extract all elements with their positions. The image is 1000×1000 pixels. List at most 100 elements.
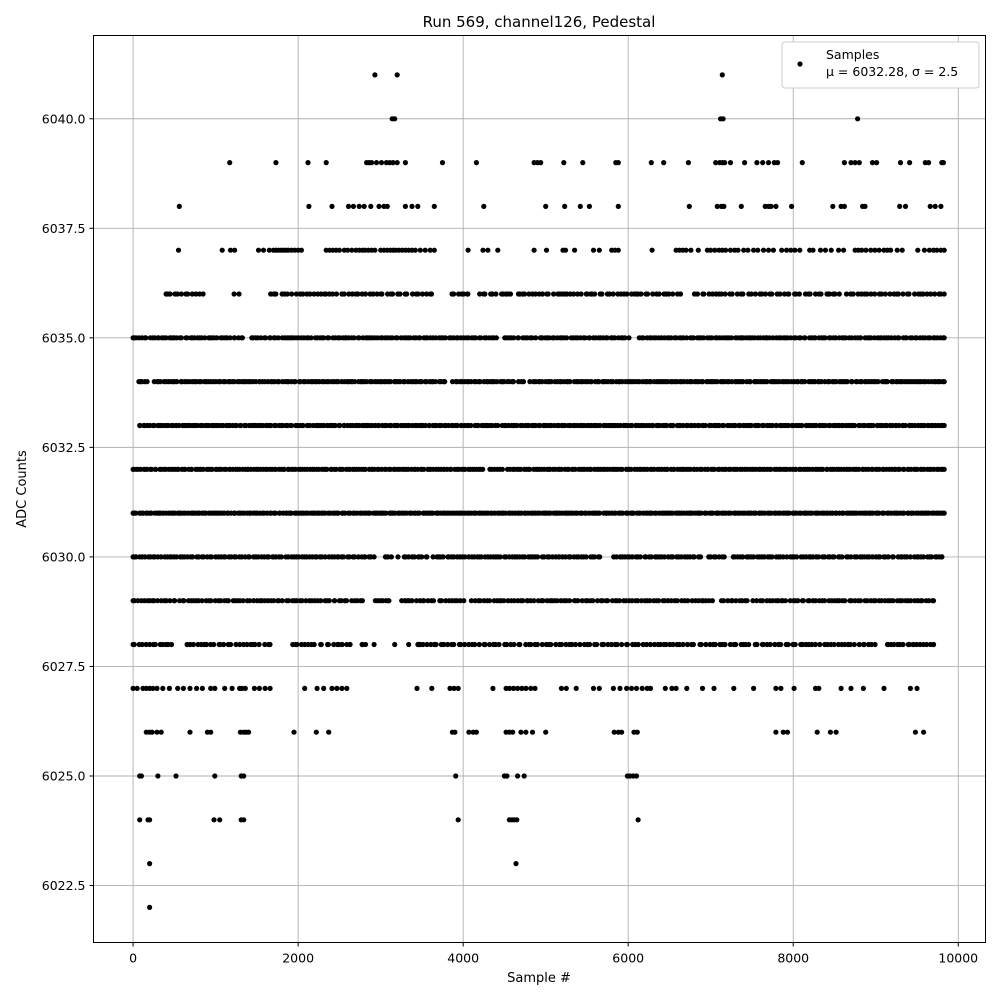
data-point [233,554,239,560]
data-point [773,729,779,735]
data-point [442,335,449,341]
data-point [528,641,534,648]
data-point [284,291,290,297]
data-point [731,685,737,692]
data-point [158,729,164,735]
data-point [858,335,864,341]
data-point [864,291,870,297]
data-point [359,641,366,648]
data-point [815,554,822,560]
data-point [388,554,394,560]
data-point [356,203,362,209]
data-point [355,291,361,297]
data-point [430,554,436,560]
data-point [441,641,447,648]
data-point [768,203,774,209]
data-point [827,729,834,735]
data-point [447,685,453,692]
y-tick-label: 6032.5 [42,440,86,455]
data-point [256,685,262,692]
data-point [597,422,603,429]
data-point [877,554,883,560]
data-point [868,247,874,253]
data-point [934,247,940,253]
data-point [340,466,346,472]
data-point [190,641,196,648]
data-point [356,335,362,341]
data-point [615,247,621,253]
data-point [619,466,625,472]
data-point [709,598,716,604]
data-point [751,247,757,253]
data-point [543,729,549,735]
data-point [515,773,521,779]
data-point [785,641,791,648]
data-point [733,641,739,648]
data-point [887,291,893,297]
data-point [267,335,273,341]
data-point [597,510,603,516]
data-point [486,598,493,604]
data-point [451,291,457,297]
data-point [175,685,181,692]
data-point [468,598,474,604]
grid-layer [93,35,986,943]
data-point [218,598,224,604]
data-point [577,203,583,209]
data-point [734,291,740,297]
data-point [515,685,521,692]
data-point [372,72,378,78]
data-point [324,466,330,472]
data-point [151,598,157,604]
data-point [288,510,294,516]
data-point [539,291,546,297]
data-point [428,641,434,648]
data-point [473,335,479,341]
data-point [511,335,517,341]
data-point [806,598,813,604]
data-point [397,291,403,297]
data-point [590,247,597,253]
data-point [572,247,578,253]
data-point [293,291,299,297]
data-point [394,160,400,166]
data-point [908,598,914,604]
data-point [885,641,891,648]
data-point [495,247,501,253]
data-point [345,247,351,253]
data-point [521,773,527,779]
data-point [849,379,855,385]
data-point [756,422,762,429]
y-tick-label: 6035.0 [42,330,86,345]
data-point [326,598,332,604]
data-point [604,335,610,341]
data-point [728,335,735,341]
data-point [861,641,867,648]
data-point [504,641,510,648]
data-point [166,685,172,692]
data-point [686,203,692,209]
data-point [431,203,437,209]
data-point [569,641,575,648]
data-point [685,598,691,604]
data-point [702,422,709,429]
data-point [402,160,408,166]
data-point [372,247,378,253]
data-point [553,641,559,648]
data-point [875,379,881,385]
data-point [626,335,632,341]
data-point [930,598,937,604]
data-point [300,422,306,429]
data-point [535,554,541,560]
data-point [333,466,339,472]
data-point [174,291,181,297]
data-point [698,510,704,516]
data-point [305,160,311,166]
data-point [784,554,790,560]
data-point [130,335,136,341]
data-point [822,247,829,253]
data-point [842,598,848,604]
data-point [926,598,932,604]
data-point [684,335,690,341]
data-point [711,466,718,472]
